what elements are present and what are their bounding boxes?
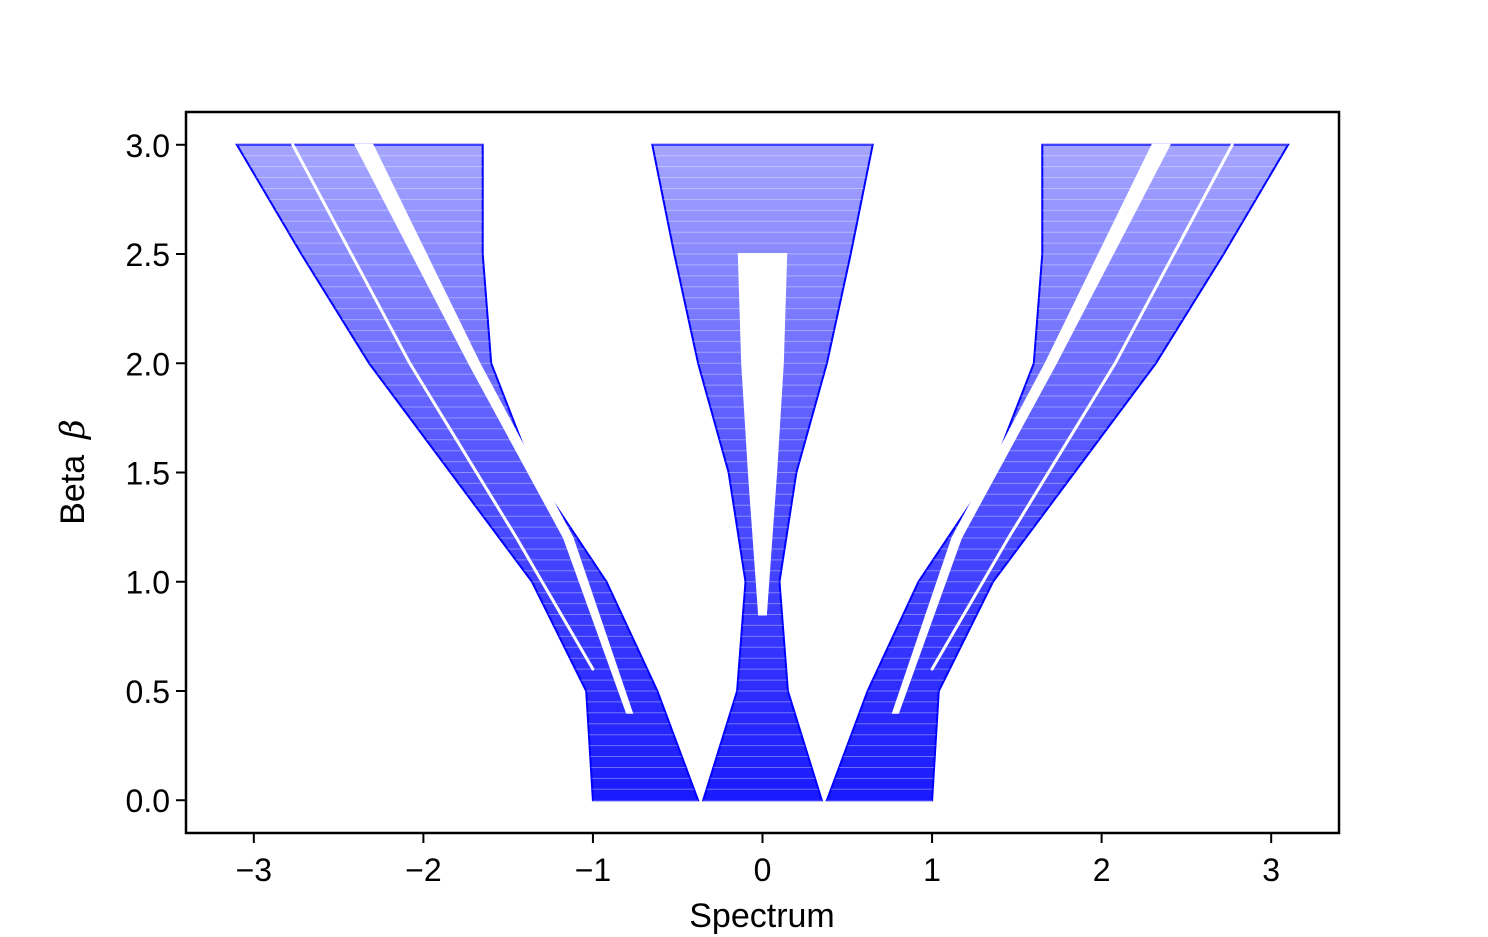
x-tick-label: −3 [236, 852, 272, 888]
y-tick-label: 1.5 [126, 456, 170, 492]
y-tick-label: 2.0 [126, 346, 170, 382]
y-axis-label: Beta β [53, 419, 93, 525]
x-axis-ticks: −3 −2 −1 0 1 2 3 [236, 833, 1280, 888]
gap-right [891, 143, 1172, 714]
x-tick-label: 1 [923, 852, 941, 888]
gap-left-inner [291, 143, 595, 671]
spectrum-gaps [291, 143, 1234, 714]
y-tick-label: 0.0 [126, 783, 170, 819]
y-axis-label-text: Beta [54, 455, 92, 525]
y-axis-ticks: 0.0 0.5 1.0 1.5 2.0 2.5 3.0 [126, 128, 186, 819]
y-tick-label: 0.5 [126, 674, 170, 710]
band-outer-right [825, 143, 1290, 802]
y-axis-label-symbol: β [53, 419, 93, 441]
x-tick-label: −1 [575, 852, 611, 888]
gap-right-inner [930, 143, 1234, 671]
y-tick-label: 1.0 [126, 565, 170, 601]
band-outer-left [235, 143, 700, 802]
x-tick-label: 3 [1262, 852, 1280, 888]
x-tick-label: 0 [754, 852, 772, 888]
x-tick-label: −2 [405, 852, 441, 888]
y-tick-label: 2.5 [126, 237, 170, 273]
y-tick-label: 3.0 [126, 128, 170, 164]
gap-left [353, 143, 634, 714]
gap-center [737, 253, 788, 616]
x-axis-label: Spectrum [689, 897, 835, 935]
x-tick-label: 2 [1093, 852, 1111, 888]
